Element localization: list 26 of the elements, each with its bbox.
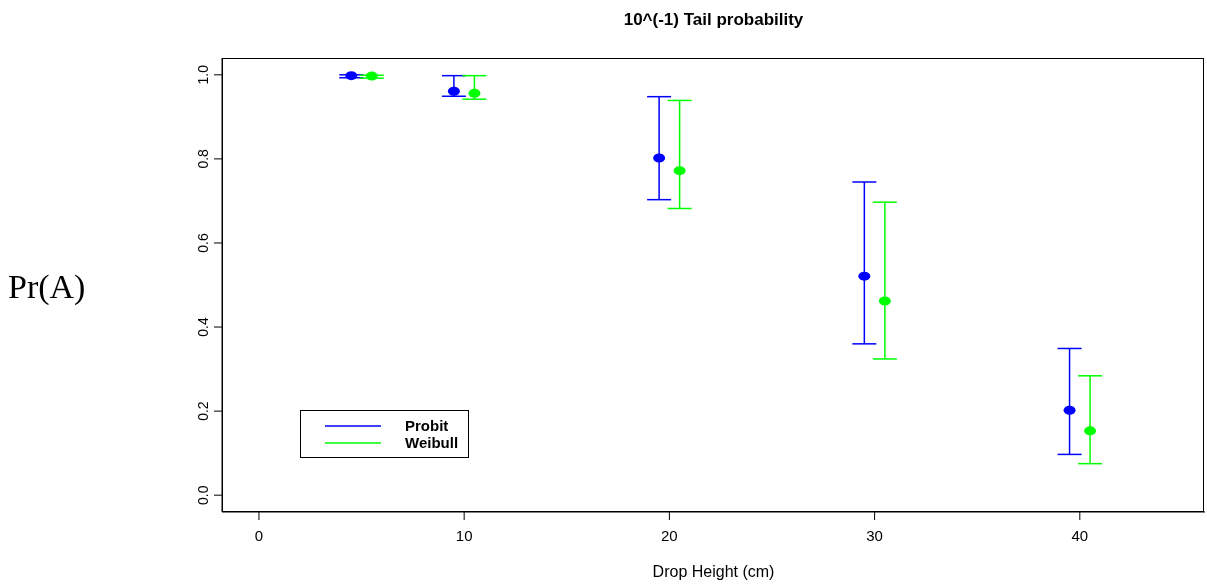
y-tick-label: 0.0 bbox=[195, 485, 211, 505]
point bbox=[468, 88, 481, 98]
y-tick-label: 0.8 bbox=[195, 148, 211, 169]
legend-label: Weibull bbox=[405, 434, 459, 451]
chart-title: 10^(-1) Tail probability bbox=[622, 10, 805, 30]
y-tick-label: 0.4 bbox=[195, 317, 211, 337]
point bbox=[447, 86, 460, 96]
point bbox=[1084, 426, 1097, 436]
x-tick-label: 10 bbox=[455, 526, 473, 544]
x-tick-label: 40 bbox=[1071, 526, 1089, 544]
x-tick-label: 30 bbox=[866, 526, 883, 544]
point bbox=[673, 166, 686, 176]
y-tick-label: 0.6 bbox=[195, 233, 211, 253]
point bbox=[345, 71, 358, 81]
point bbox=[365, 71, 378, 81]
y-tick-label: 1.0 bbox=[195, 64, 211, 85]
x-tick-label: 0 bbox=[254, 526, 264, 544]
point bbox=[1063, 405, 1076, 415]
point bbox=[858, 271, 871, 281]
x-tick-label: 20 bbox=[661, 526, 678, 544]
x-axis-title: Drop Height (cm) bbox=[651, 563, 776, 581]
y-tick-label: 0.2 bbox=[195, 401, 211, 421]
y-axis-title: Pr(A) bbox=[8, 268, 86, 306]
point bbox=[653, 153, 666, 163]
legend-label: Probit bbox=[405, 417, 449, 434]
point bbox=[878, 296, 891, 306]
